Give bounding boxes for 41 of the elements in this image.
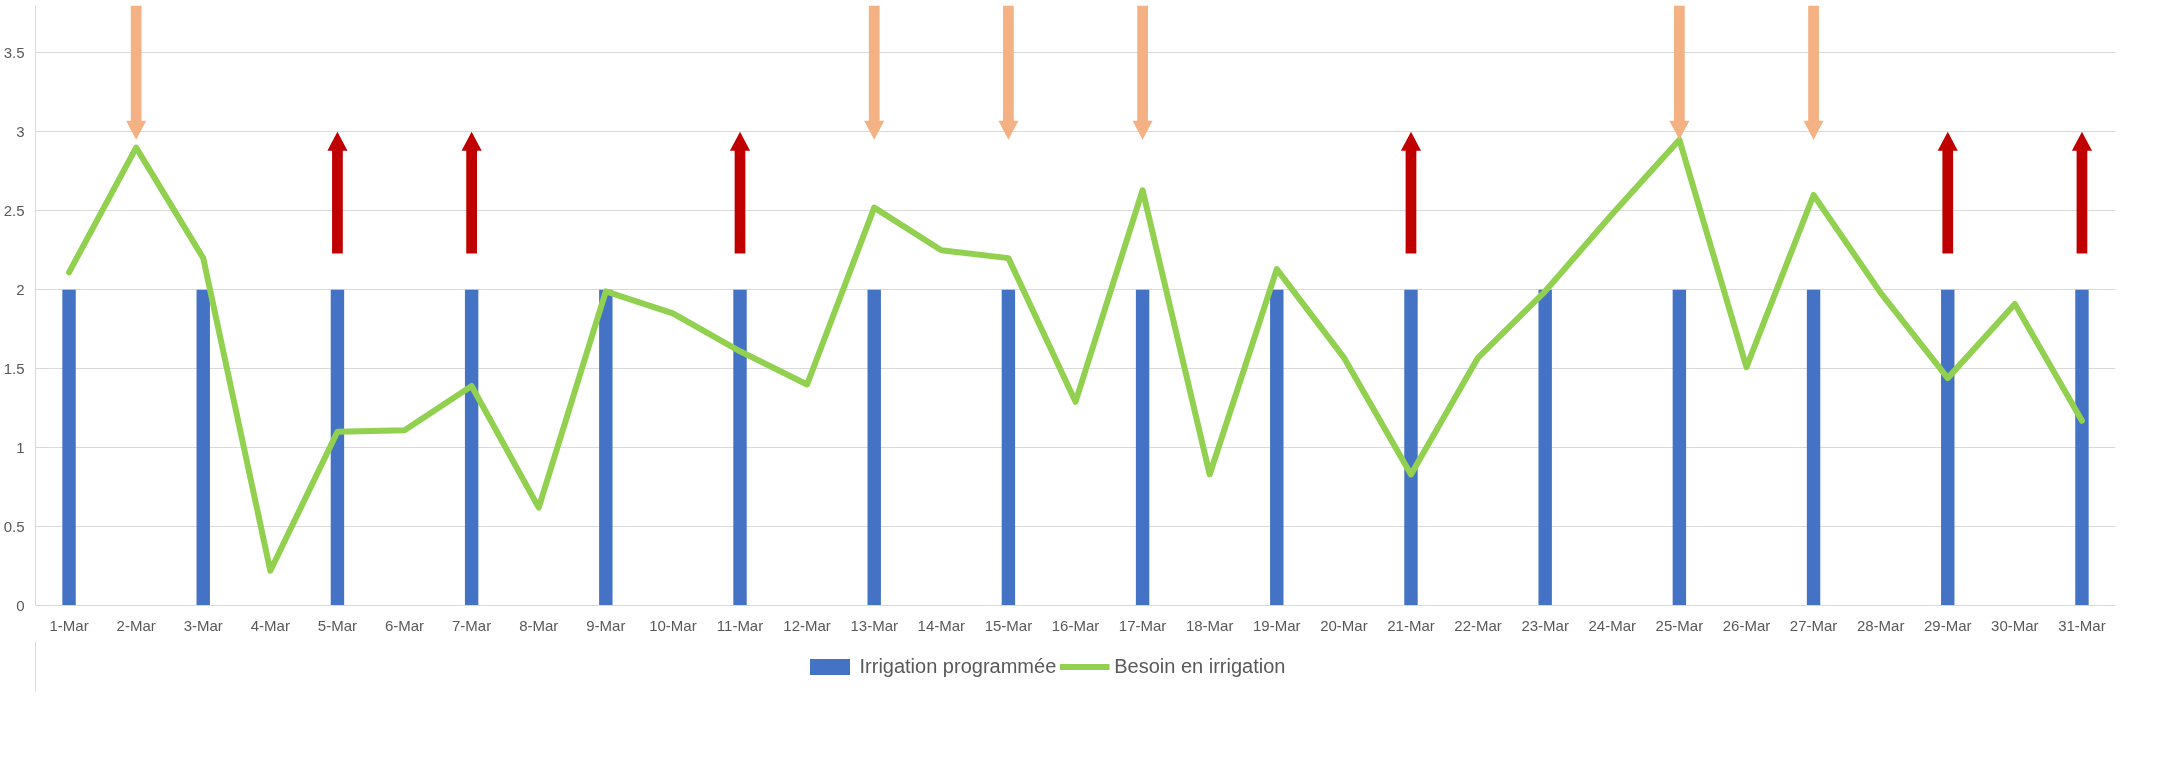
x-tick-label: 11-Mar: [716, 616, 764, 634]
x-tick-label: 5-Mar: [317, 616, 358, 634]
x-tick-label: 3-Mar: [183, 616, 223, 634]
x-tick-label: 19-Mar: [1253, 616, 1301, 634]
x-tick-label: 2-Mar: [116, 616, 156, 634]
x-tick-label: 13-Mar: [850, 616, 898, 634]
x-tick-label: 23-Mar: [1521, 616, 1569, 634]
x-tick-label: 10-Mar: [649, 616, 697, 634]
x-tick-label: 25-Mar: [1655, 616, 1704, 634]
y-tick-label: 2.5: [3, 201, 25, 219]
y-tick-label: 2: [16, 280, 25, 298]
y-tick-label: 0.5: [3, 517, 25, 535]
y-tick-label: 1: [16, 438, 25, 456]
x-tick-label: 18-Mar: [1185, 616, 1234, 634]
x-tick-label: 4-Mar: [250, 616, 290, 634]
x-tick-label: 12-Mar: [783, 616, 831, 634]
x-tick-label: 20-Mar: [1320, 616, 1368, 634]
x-tick-label: 15-Mar: [984, 616, 1033, 634]
legend-label: Irrigation programmée: [859, 654, 1057, 678]
y-tick-label: 3: [16, 122, 25, 140]
x-tick-label: 7-Mar: [452, 616, 492, 634]
x-tick-label: 30-Mar: [1991, 616, 2039, 634]
x-tick-label: 1-Mar: [49, 616, 89, 634]
x-tick-label: 26-Mar: [1722, 616, 1771, 634]
x-tick-label: 9-Mar: [586, 616, 626, 634]
x-tick-label: 31-Mar: [2058, 616, 2106, 634]
x-tick-label: 14-Mar: [917, 616, 966, 634]
x-tick-label: 22-Mar: [1454, 616, 1502, 634]
legend-label: Besoin en irrigation: [1114, 654, 1286, 678]
x-tick-label: 21-Mar: [1387, 616, 1435, 634]
x-tick-label: 8-Mar: [519, 616, 559, 634]
x-tick-label: 17-Mar: [1118, 616, 1167, 634]
x-tick-label: 27-Mar: [1789, 616, 1838, 634]
x-tick-label: 29-Mar: [1924, 616, 1972, 634]
x-tick-label: 6-Mar: [384, 616, 425, 634]
y-tick-label: 3.5: [3, 43, 25, 61]
x-tick-label: 16-Mar: [1051, 616, 1100, 634]
y-tick-label: 1.5: [3, 359, 25, 377]
x-tick-label: 24-Mar: [1588, 616, 1637, 634]
y-tick-label: 0: [16, 596, 25, 614]
x-tick-label: 28-Mar: [1856, 616, 1905, 634]
